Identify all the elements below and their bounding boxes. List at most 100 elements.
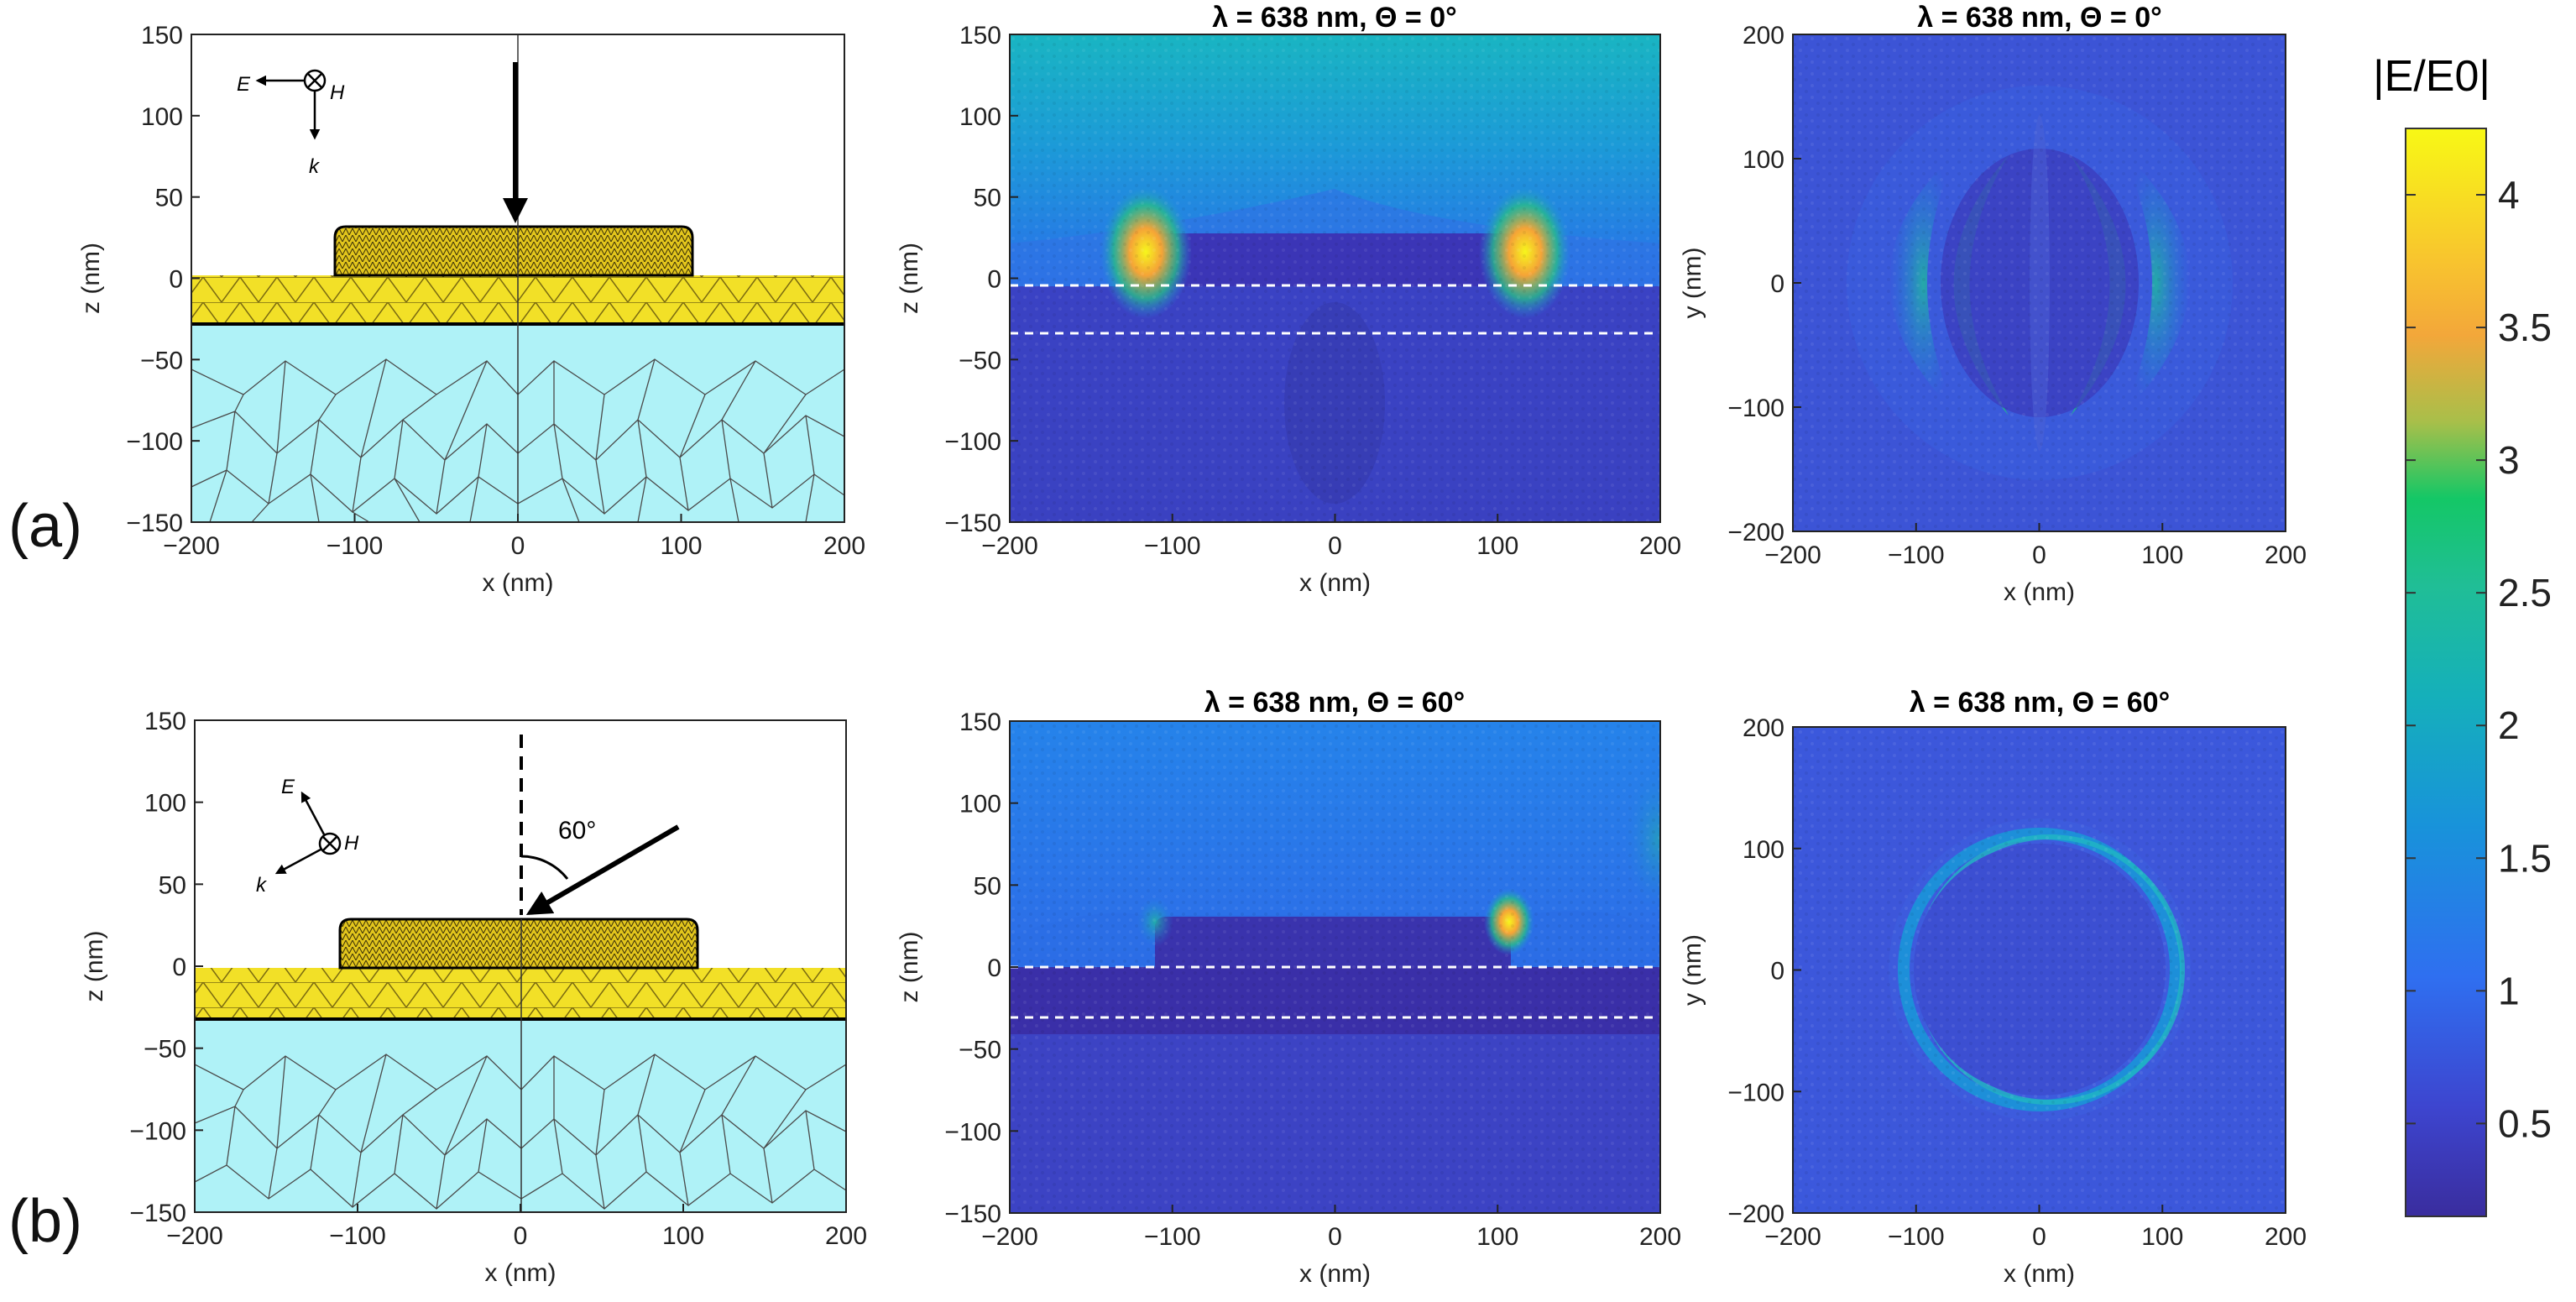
mesh-b-nanodisk bbox=[338, 918, 699, 970]
xz-map-b-title: λ = 638 nm, Θ = 60° bbox=[1204, 687, 1465, 719]
e-field-label-a: E bbox=[237, 73, 251, 96]
x-tick-label: −200 bbox=[981, 1223, 1038, 1251]
polarization-glyph-a: E H k bbox=[237, 69, 345, 178]
xz-map-b: λ = 638 nm, Θ = 60° bbox=[1009, 687, 1661, 1214]
y-tick-label: 100 bbox=[144, 790, 186, 818]
y-axis-label: z (nm) bbox=[896, 243, 923, 314]
axes-layer: −200 −100 0 100 200 150 100 50 0 −50 −100 −150 x (nm… bbox=[77, 22, 2307, 1288]
xy-map-b-title: λ = 638 nm, Θ = 60° bbox=[1910, 687, 2170, 719]
y-tick-label: −150 bbox=[944, 1200, 1001, 1228]
x-tick-label: −100 bbox=[1888, 541, 1945, 569]
x-tick-label: 200 bbox=[825, 1222, 867, 1250]
y-tick-label: 100 bbox=[1743, 146, 1784, 174]
x-tick-label: −200 bbox=[166, 1222, 223, 1250]
y-tick-label: −200 bbox=[1727, 1200, 1784, 1228]
y-axis-label: z (nm) bbox=[896, 932, 923, 1003]
colorbar-title: |E/E0| bbox=[2373, 52, 2490, 101]
y-tick-label: −150 bbox=[126, 510, 183, 537]
x-tick-label: −200 bbox=[1764, 541, 1821, 569]
x-axis-label: x (nm) bbox=[2004, 578, 2075, 606]
k-vector-label-b: k bbox=[256, 874, 268, 897]
y-tick-label: −100 bbox=[1727, 395, 1784, 422]
x-tick-label: 0 bbox=[2032, 541, 2046, 569]
colorbar-tick-label: 3 bbox=[2498, 438, 2520, 482]
y-tick-label: 0 bbox=[987, 954, 1001, 982]
y-axis-label: y (nm) bbox=[1679, 934, 1706, 1006]
y-tick-label: −100 bbox=[126, 428, 183, 456]
y-axis-label: z (nm) bbox=[77, 243, 105, 314]
x-axis-label: x (nm) bbox=[1299, 569, 1371, 597]
k-vector-label-a: k bbox=[309, 155, 321, 178]
colorbar-tick-label: 4 bbox=[2498, 173, 2520, 217]
y-tick-label: 150 bbox=[141, 22, 183, 50]
x-tick-label: 200 bbox=[2265, 1223, 2307, 1251]
x-tick-label: 100 bbox=[2141, 1223, 2183, 1251]
x-axis-label: x (nm) bbox=[483, 569, 554, 597]
y-tick-label: 100 bbox=[141, 103, 183, 131]
y-tick-label: 100 bbox=[959, 791, 1001, 818]
y-tick-label: 50 bbox=[159, 871, 186, 899]
colorbar-tick-label: 1 bbox=[2498, 969, 2520, 1012]
x-tick-label: 0 bbox=[514, 1222, 528, 1250]
mesh-a-nanodisk bbox=[333, 225, 694, 277]
e-field-label-b: E bbox=[281, 776, 295, 798]
x-tick-label: −100 bbox=[1144, 532, 1201, 560]
x-tick-label: −200 bbox=[981, 532, 1038, 560]
xy-map-b: λ = 638 nm, Θ = 60° bbox=[1792, 687, 2286, 1214]
y-tick-label: −50 bbox=[959, 1037, 1001, 1064]
x-tick-label: −200 bbox=[163, 532, 220, 560]
colorbar-tick-label: 3.5 bbox=[2498, 306, 2552, 349]
mesh-b-substrate bbox=[195, 1019, 846, 1212]
row-label-a: (a) bbox=[8, 493, 82, 560]
x-tick-label: −100 bbox=[329, 1222, 386, 1250]
y-tick-label: 50 bbox=[155, 185, 183, 212]
colorbar-tick-label: 0.5 bbox=[2498, 1101, 2552, 1145]
y-tick-label: 100 bbox=[1743, 836, 1784, 864]
h-field-label-a: H bbox=[330, 81, 345, 104]
y-tick-label: 150 bbox=[959, 709, 1001, 736]
polarization-glyph-b: E H k bbox=[256, 776, 359, 897]
x-tick-label: 100 bbox=[660, 532, 702, 560]
xy-map-a: λ = 638 nm, Θ = 0° bbox=[1792, 2, 2286, 532]
x-tick-label: 100 bbox=[1476, 532, 1518, 560]
colorbar-tick-label: 1.5 bbox=[2498, 836, 2552, 880]
h-field-label-b: H bbox=[344, 832, 359, 855]
x-tick-label: 0 bbox=[2032, 1223, 2046, 1251]
y-tick-label: 200 bbox=[1743, 714, 1784, 742]
y-tick-label: −50 bbox=[144, 1036, 186, 1064]
colorbar-tick-label: 2 bbox=[2498, 703, 2520, 747]
colorbar-ticks: 4 3.5 3 2.5 2 1.5 1 0.5 bbox=[2406, 173, 2552, 1145]
y-tick-label: 150 bbox=[144, 708, 186, 735]
x-tick-label: 0 bbox=[1328, 532, 1342, 560]
incidence-angle-label: 60° bbox=[558, 817, 596, 844]
x-axis-label: x (nm) bbox=[2004, 1260, 2075, 1288]
y-tick-label: −50 bbox=[140, 347, 183, 374]
colorbar-tick-label: 2.5 bbox=[2498, 571, 2552, 614]
xz-map-a: λ = 638 nm, Θ = 0° bbox=[1009, 2, 1661, 523]
x-axis-label: x (nm) bbox=[485, 1259, 556, 1287]
y-tick-label: −50 bbox=[959, 347, 1001, 374]
xy-map-a-title: λ = 638 nm, Θ = 0° bbox=[1917, 2, 2161, 34]
y-tick-label: 0 bbox=[1770, 270, 1784, 298]
incident-arrow-b bbox=[525, 824, 680, 916]
x-tick-label: 200 bbox=[1639, 1223, 1681, 1251]
y-tick-label: −100 bbox=[944, 428, 1001, 456]
x-tick-label: 0 bbox=[511, 532, 525, 560]
mesh-panel-b: 60° E H k bbox=[194, 719, 847, 1213]
xz-map-a-title: λ = 638 nm, Θ = 0° bbox=[1212, 2, 1456, 34]
x-tick-label: 0 bbox=[1328, 1223, 1342, 1251]
y-axis-label: y (nm) bbox=[1679, 248, 1706, 319]
x-axis-label: x (nm) bbox=[1299, 1260, 1371, 1288]
x-tick-label: 200 bbox=[2265, 541, 2307, 569]
y-tick-label: −150 bbox=[129, 1200, 186, 1227]
y-tick-label: −100 bbox=[1727, 1079, 1784, 1106]
y-tick-label: 0 bbox=[169, 266, 183, 294]
x-tick-label: 100 bbox=[662, 1222, 704, 1250]
y-tick-label: −100 bbox=[129, 1117, 186, 1145]
x-tick-label: 100 bbox=[1476, 1223, 1518, 1251]
mesh-panel-a: E H k bbox=[191, 34, 845, 523]
x-tick-label: 100 bbox=[2141, 541, 2183, 569]
y-tick-label: −150 bbox=[944, 510, 1001, 537]
y-tick-label: 200 bbox=[1743, 22, 1784, 50]
